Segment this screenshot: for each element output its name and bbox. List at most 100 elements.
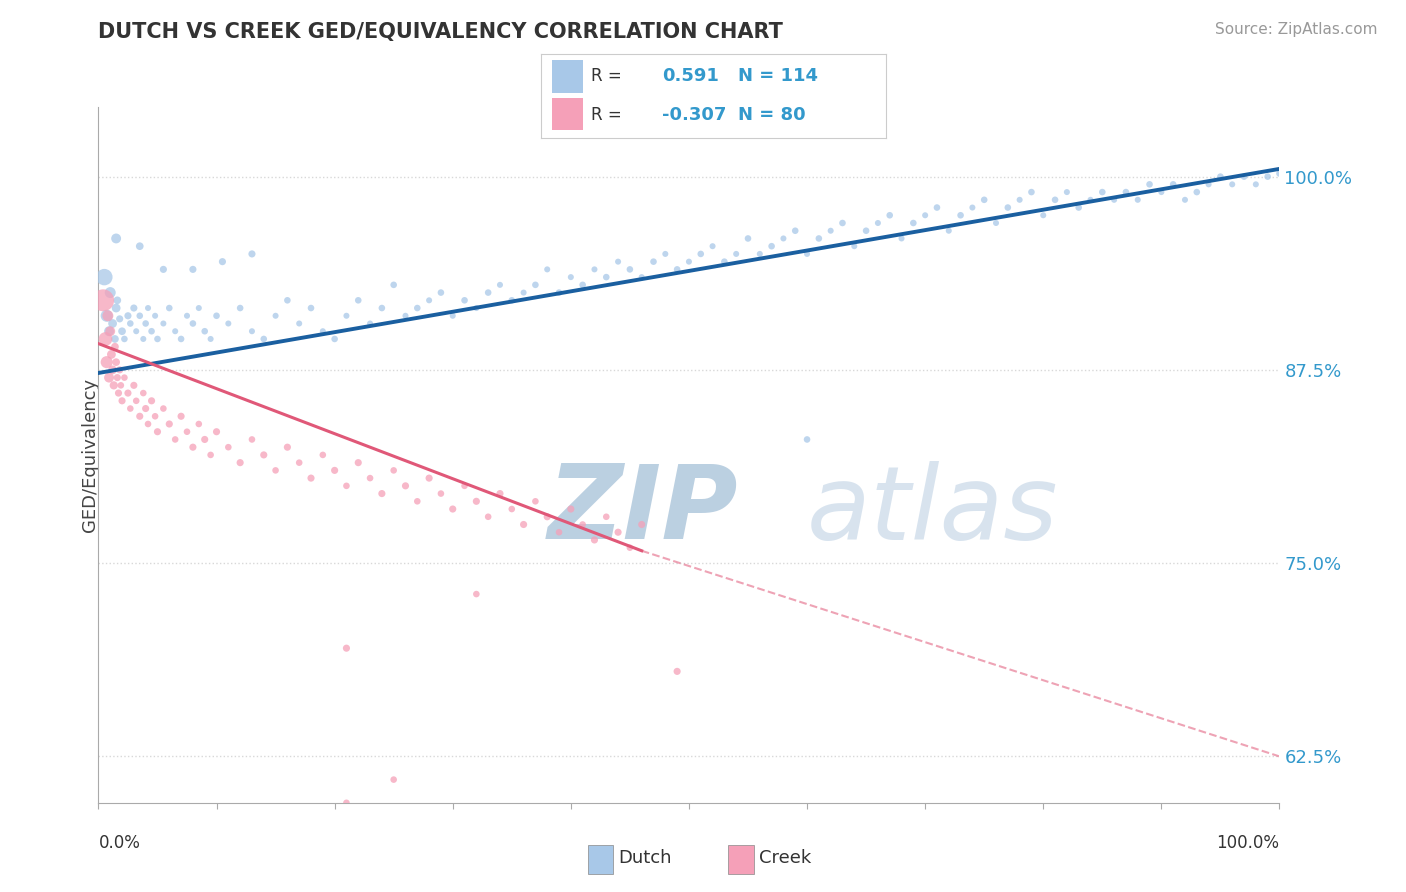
Point	[132, 332, 155, 346]
Point	[879, 208, 901, 222]
Point	[772, 231, 794, 245]
Point	[98, 324, 121, 338]
Point	[240, 324, 263, 338]
Point	[725, 247, 748, 261]
Point	[181, 317, 204, 331]
Point	[152, 262, 174, 277]
Point	[1008, 193, 1031, 207]
Text: N = 114: N = 114	[738, 68, 818, 86]
Point	[477, 509, 499, 524]
Point	[135, 317, 157, 331]
Point	[187, 301, 209, 315]
Text: ZIP: ZIP	[547, 460, 738, 561]
Point	[217, 317, 239, 331]
Point	[103, 378, 125, 392]
Point	[382, 463, 405, 477]
Point	[1257, 169, 1279, 184]
Point	[643, 254, 665, 268]
Point	[122, 378, 145, 392]
Point	[761, 239, 783, 253]
Point	[962, 201, 984, 215]
Point	[299, 301, 322, 315]
Point	[359, 317, 381, 331]
Point	[1102, 193, 1125, 207]
Point	[441, 309, 464, 323]
Point	[335, 309, 357, 323]
Point	[128, 409, 150, 424]
Point	[1209, 169, 1232, 184]
Point	[465, 587, 488, 601]
Point	[536, 262, 558, 277]
Point	[104, 332, 127, 346]
Point	[100, 347, 122, 361]
Point	[501, 502, 523, 516]
Point	[128, 239, 150, 253]
Point	[583, 533, 606, 547]
Point	[181, 440, 204, 454]
Point	[489, 277, 512, 292]
Point	[1043, 193, 1066, 207]
Point	[1233, 169, 1256, 184]
Point	[323, 463, 346, 477]
Point	[548, 285, 571, 300]
Point	[253, 332, 276, 346]
Point	[1091, 185, 1114, 199]
Point	[170, 332, 193, 346]
Point	[288, 456, 311, 470]
Point	[105, 231, 128, 245]
Y-axis label: GED/Equivalency: GED/Equivalency	[82, 378, 98, 532]
Point	[785, 224, 807, 238]
Point	[548, 525, 571, 540]
Point	[925, 201, 948, 215]
Point	[630, 517, 652, 532]
Point	[1220, 178, 1243, 192]
Point	[382, 772, 405, 787]
Point	[117, 309, 139, 323]
Point	[844, 239, 866, 253]
Point	[689, 247, 711, 261]
Point	[176, 425, 198, 439]
Point	[176, 309, 198, 323]
Point	[866, 216, 889, 230]
Text: R =: R =	[592, 105, 621, 123]
Point	[135, 401, 157, 416]
Point	[165, 324, 187, 338]
Point	[477, 285, 499, 300]
Point	[1021, 185, 1043, 199]
Point	[122, 301, 145, 315]
Point	[607, 525, 630, 540]
Point	[465, 494, 488, 508]
Point	[143, 409, 166, 424]
Text: atlas: atlas	[807, 460, 1059, 560]
Point	[120, 317, 142, 331]
Point	[560, 502, 582, 516]
Bar	[551, 61, 582, 93]
Point	[406, 494, 429, 508]
Point	[347, 456, 370, 470]
Point	[748, 247, 770, 261]
Point	[125, 324, 148, 338]
Point	[112, 332, 135, 346]
Point	[323, 332, 346, 346]
Point	[117, 386, 139, 401]
Point	[984, 216, 1007, 230]
Point	[97, 309, 120, 323]
Point	[903, 216, 925, 230]
Point	[359, 471, 381, 485]
Text: 0.0%: 0.0%	[98, 834, 141, 852]
Point	[240, 433, 263, 447]
Point	[94, 332, 117, 346]
Point	[406, 301, 429, 315]
Point	[371, 301, 394, 315]
Point	[111, 324, 134, 338]
Point	[489, 486, 512, 500]
Point	[371, 486, 394, 500]
Point	[98, 324, 121, 338]
Point	[1268, 167, 1291, 181]
Point	[453, 479, 475, 493]
Point	[111, 393, 134, 408]
Point	[105, 370, 128, 384]
Point	[1056, 185, 1078, 199]
Point	[465, 301, 488, 315]
Point	[524, 494, 547, 508]
